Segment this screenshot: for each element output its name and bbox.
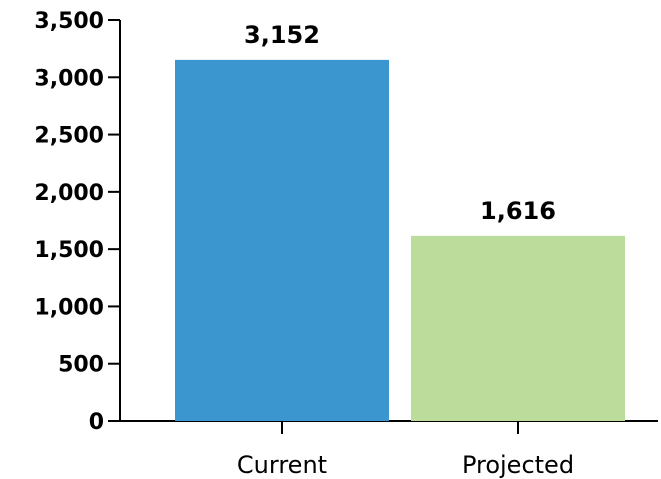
data-label-projected: 1,616 xyxy=(480,197,556,225)
y-tick-label: 500 xyxy=(58,353,104,378)
y-tick-label: 2,500 xyxy=(34,124,104,149)
bar-current xyxy=(175,59,389,422)
y-tick-label: 3,000 xyxy=(34,66,104,91)
bars xyxy=(175,59,625,422)
x-tick-label-projected: Projected xyxy=(462,451,574,479)
data-labels: 3,152 1,616 xyxy=(244,21,556,225)
y-tick-label: 1,000 xyxy=(34,295,104,320)
y-axis: 0 500 1,000 1,500 2,000 2,500 3,000 3,500 xyxy=(34,9,121,435)
x-tick-label-current: Current xyxy=(237,451,327,479)
y-tick-label: 3,500 xyxy=(34,9,104,34)
x-axis: Current Projected xyxy=(120,420,658,479)
bar-projected xyxy=(411,235,625,421)
y-tick-label: 2,000 xyxy=(34,181,104,206)
y-tick-label: 1,500 xyxy=(34,238,104,263)
y-tick-label: 0 xyxy=(89,410,104,435)
data-label-current: 3,152 xyxy=(244,21,320,49)
